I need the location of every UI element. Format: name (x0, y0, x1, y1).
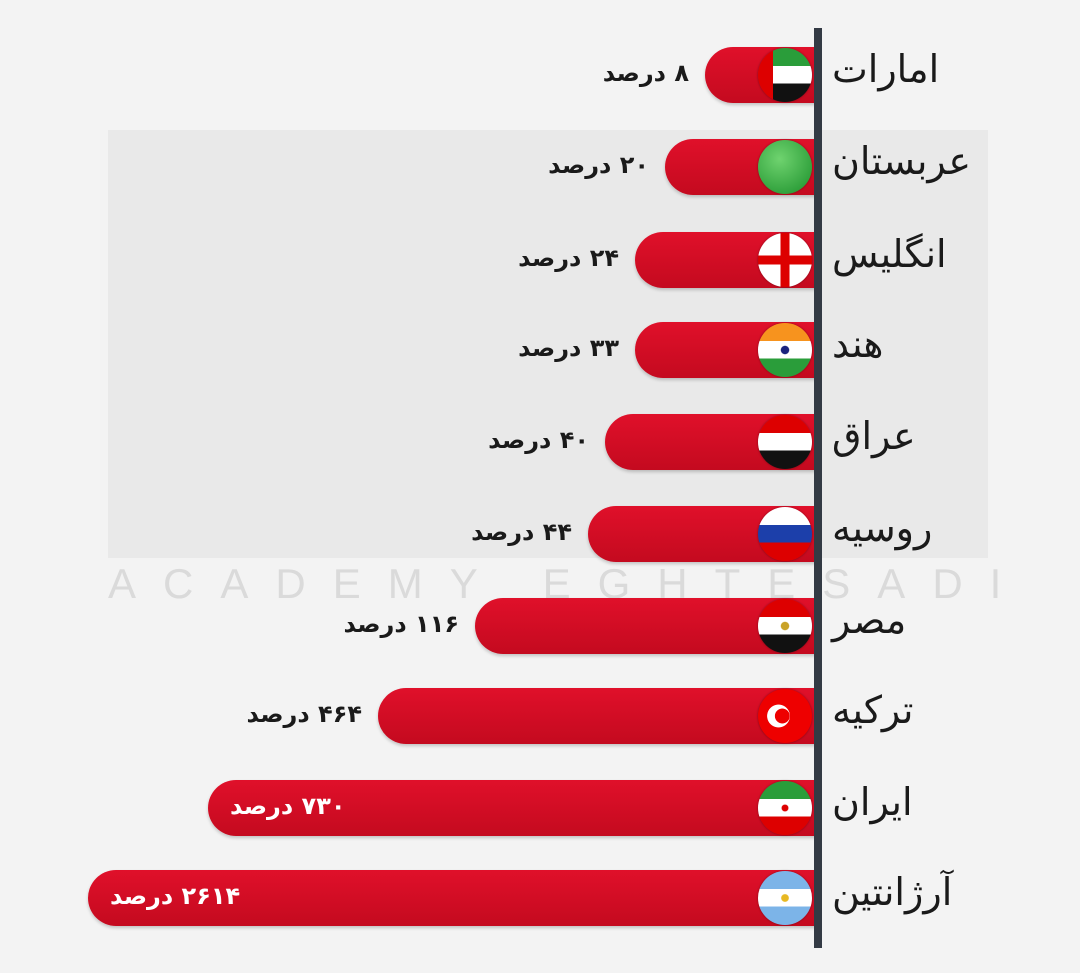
value-label: ۴۴ درصد (471, 518, 572, 546)
egypt-flag-icon (758, 599, 812, 653)
russia-flag-icon (758, 507, 812, 561)
argentina-flag-icon (758, 871, 812, 925)
category-label: انگلیس (832, 232, 947, 276)
category-label: هند (832, 322, 884, 366)
bar (88, 870, 818, 926)
iraq-flag-icon (758, 415, 812, 469)
saudi-flag-icon (758, 140, 812, 194)
value-label: ۴۰ درصد (488, 426, 589, 454)
category-label: امارات (832, 47, 940, 91)
bar (208, 780, 818, 836)
value-label: ۲۴ درصد (518, 244, 619, 272)
turkey-flag-icon (758, 689, 812, 743)
value-label: ۳۳ درصد (518, 334, 619, 362)
value-label: ۲۶۱۴ درصد (110, 882, 241, 910)
value-label: ۸ درصد (602, 59, 689, 87)
iran-flag-icon (758, 781, 812, 835)
category-label: ایران (832, 780, 913, 824)
value-label: ۱۱۶ درصد (343, 610, 460, 638)
value-label: ۴۶۴ درصد (246, 700, 363, 728)
bar (378, 688, 818, 744)
value-label: ۷۳۰ درصد (230, 792, 346, 820)
category-label: آرژانتین (832, 870, 953, 914)
y-axis-line (814, 28, 822, 948)
category-label: عربستان (832, 139, 972, 183)
india-flag-icon (758, 323, 812, 377)
england-flag-icon (758, 233, 812, 287)
watermark-logo (108, 130, 988, 558)
category-label: عراق (832, 414, 916, 458)
value-label: ۲۰ درصد (548, 151, 649, 179)
uae-flag-icon (758, 48, 812, 102)
category-label: مصر (832, 598, 907, 642)
category-label: روسیه (832, 506, 933, 550)
category-label: ترکیه (832, 688, 914, 732)
